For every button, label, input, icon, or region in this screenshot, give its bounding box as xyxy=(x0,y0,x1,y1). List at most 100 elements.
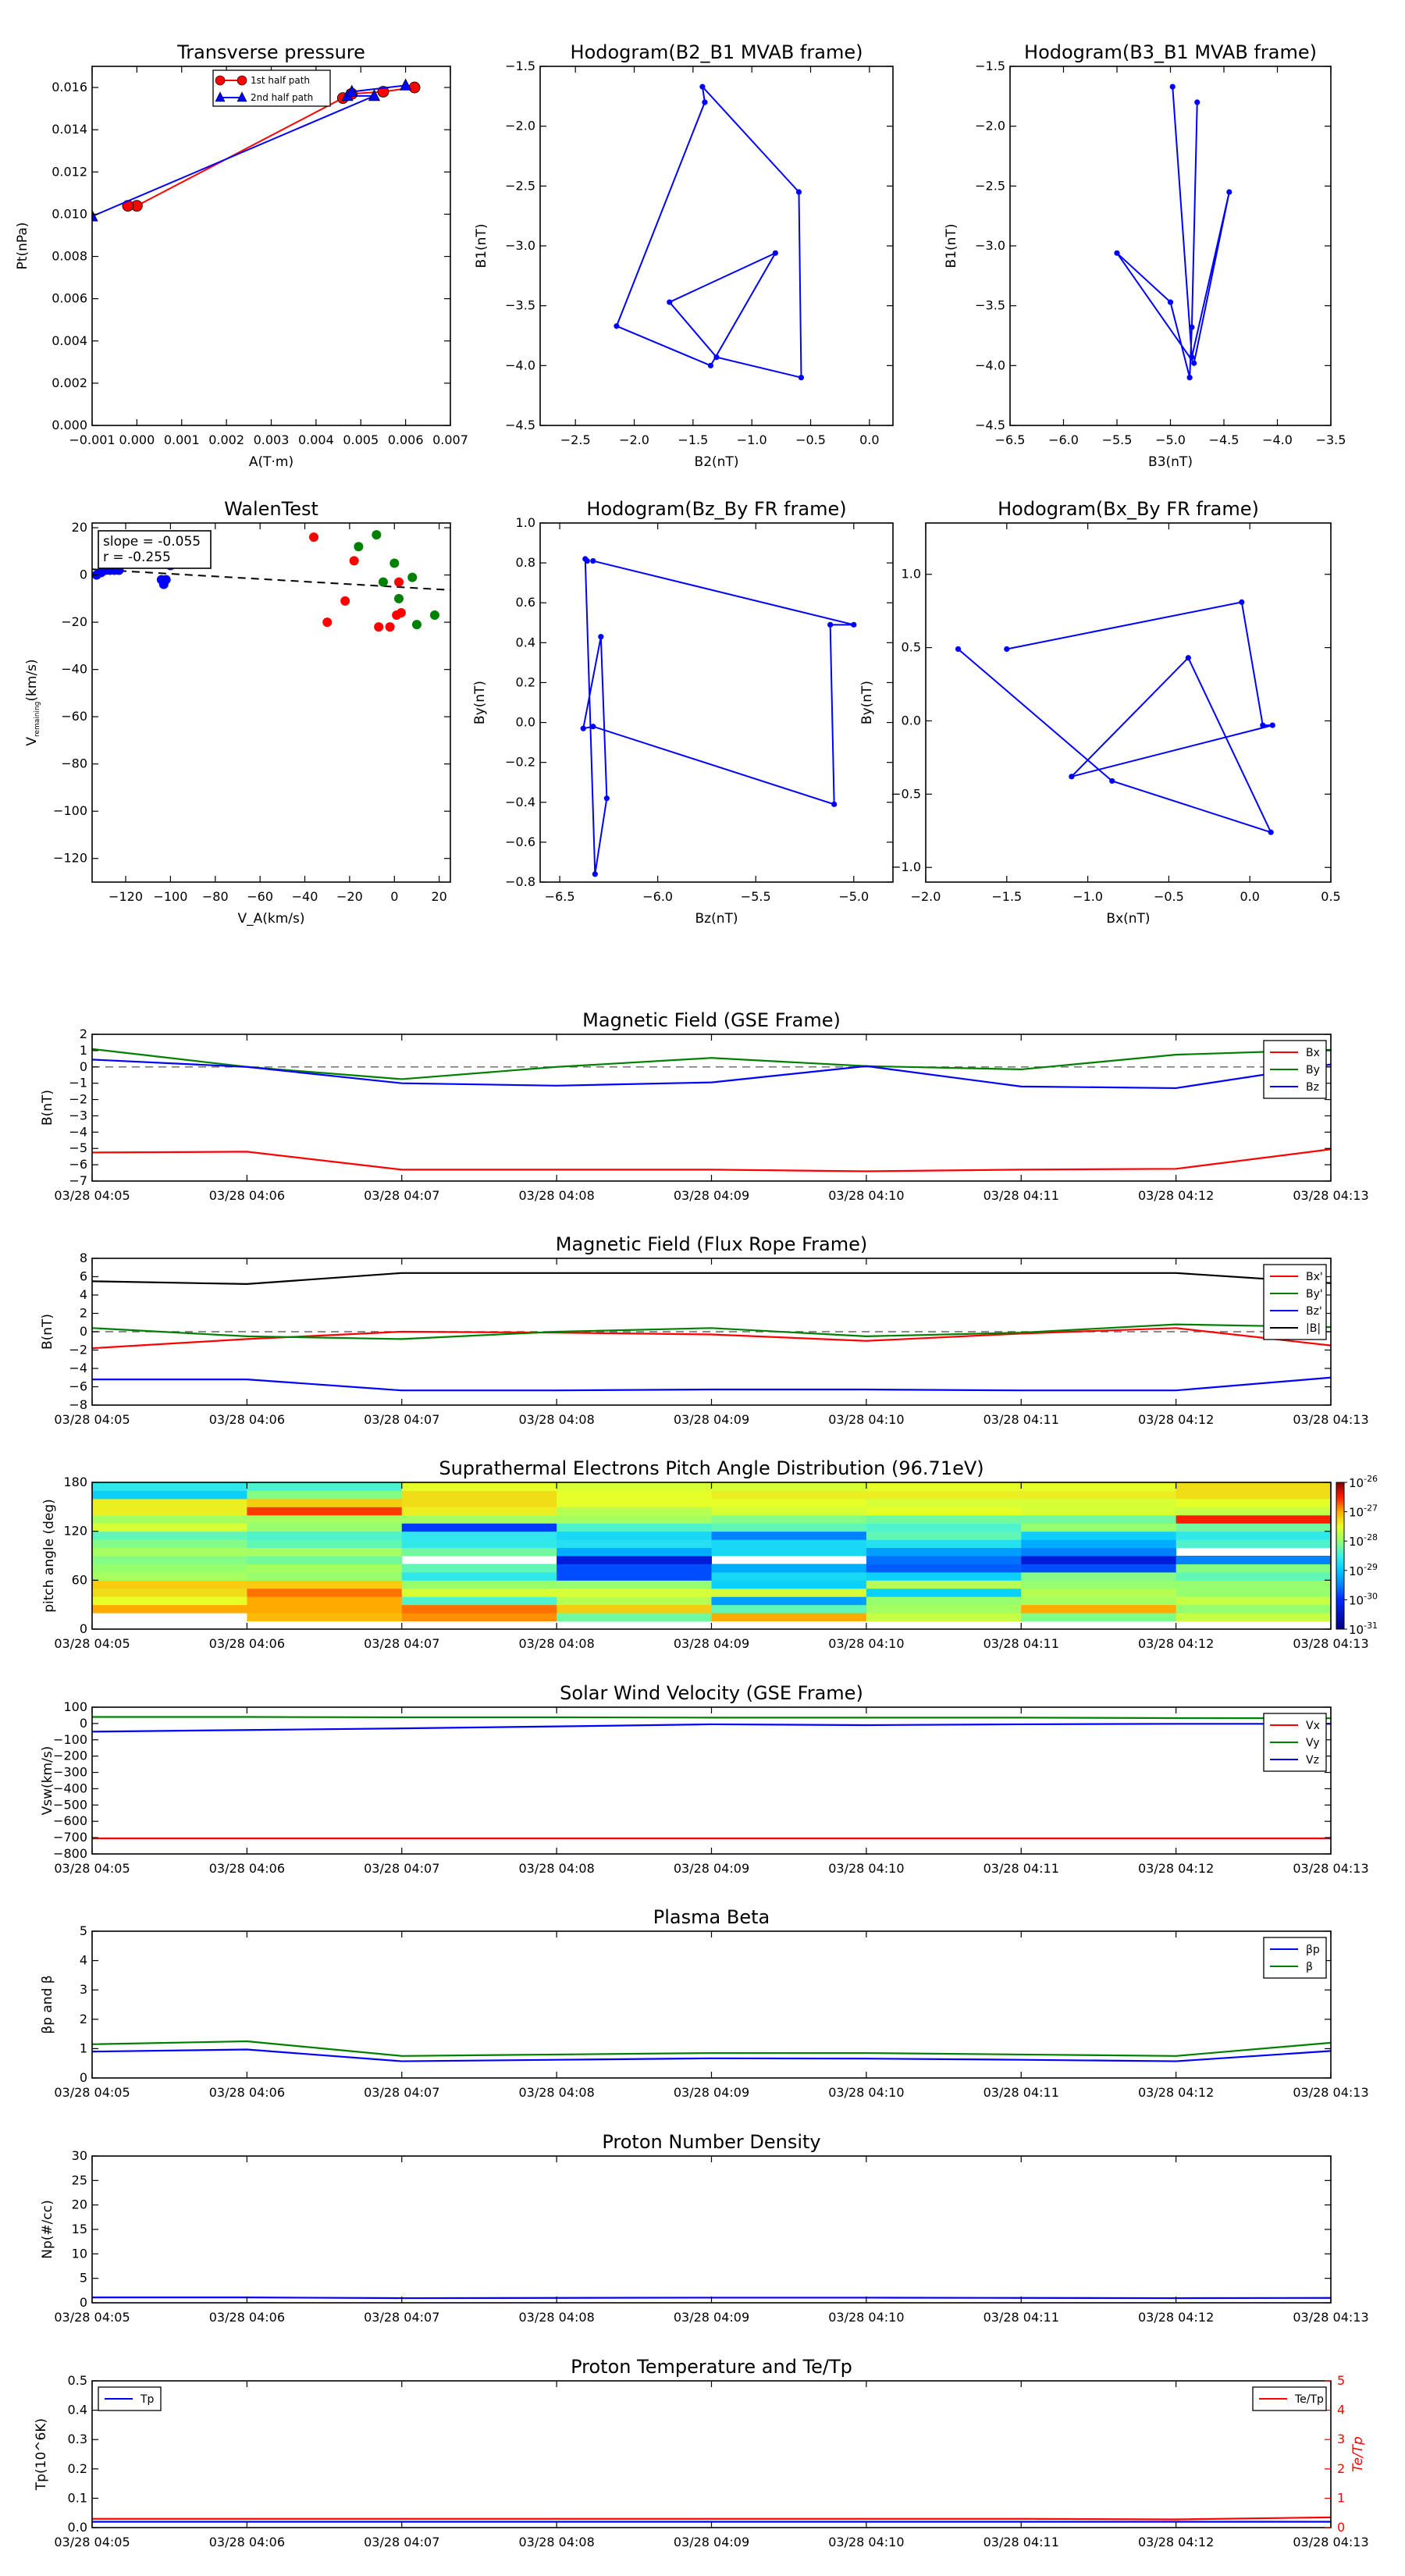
x-tick-label: 03/28 04:11 xyxy=(984,1188,1059,1203)
heatmap-cell xyxy=(401,1588,557,1597)
heatmap-cell xyxy=(247,1523,403,1532)
data-point xyxy=(1191,360,1197,366)
x-tick-label: 03/28 04:06 xyxy=(209,1412,285,1427)
heatmap-cell xyxy=(1176,1507,1332,1516)
heatmap-cell xyxy=(247,1556,403,1564)
y-tick-label: −4.0 xyxy=(505,358,535,372)
legend-label: βp xyxy=(1306,1944,1320,1956)
x-tick-label: 03/28 04:08 xyxy=(518,1412,594,1427)
heatmap-cell xyxy=(866,1564,1022,1573)
data-point xyxy=(1004,646,1010,653)
data-point xyxy=(92,209,98,222)
heatmap-cell xyxy=(711,1523,867,1532)
heatmap-cell xyxy=(711,1596,867,1606)
legend-label: Vx xyxy=(1306,1720,1320,1732)
heatmap-cell xyxy=(401,1507,557,1516)
data-point xyxy=(1169,84,1176,90)
heatmap-cell xyxy=(1176,1531,1332,1540)
chart-6: 03/28 04:05 03/28 04:06 03/28 04:07 03/28 0… xyxy=(40,1009,1369,1203)
y-tick-label: 0.8 xyxy=(516,555,535,570)
x-tick-label: 03/28 04:07 xyxy=(364,1636,439,1651)
chart-1: −2.5 −2.0 −1.5 −1.0 −0.5 0.0 −4.5 −4.0 −3.5 −3.0 −… xyxy=(474,41,894,470)
data-point xyxy=(394,593,404,603)
chart-title: Magnetic Field (GSE Frame) xyxy=(582,1009,841,1031)
x-tick-label: 03/28 04:06 xyxy=(209,2310,285,2325)
heatmap-cell xyxy=(401,1604,557,1614)
data-point xyxy=(1269,722,1275,728)
chart-title: Hodogram(Bz_By FR frame) xyxy=(586,498,846,520)
heatmap-cell xyxy=(92,1523,247,1532)
colorbar-label: 10-28 xyxy=(1349,1532,1378,1549)
y-tick-label: −100 xyxy=(53,803,87,818)
x-tick-label: 03/28 04:11 xyxy=(984,2310,1059,2325)
heatmap-cell xyxy=(1021,1490,1177,1500)
x-tick-label: 0.006 xyxy=(388,432,424,447)
x-tick-label: 0.002 xyxy=(208,432,244,447)
chart-7: 03/28 04:05 03/28 04:06 03/28 04:07 03/28 0… xyxy=(40,1233,1369,1427)
x-tick-label: 03/28 04:08 xyxy=(518,1188,594,1203)
data-point xyxy=(408,81,421,94)
x-tick-label: 03/28 04:10 xyxy=(828,1861,904,1876)
heatmap-cell xyxy=(401,1523,557,1532)
colorbar-label-base: 10 xyxy=(1349,1564,1364,1578)
x-axis-label: B2(nT) xyxy=(695,454,739,470)
data-point xyxy=(394,577,404,587)
heatmap-cell xyxy=(92,1547,247,1557)
x-tick-label: 03/28 04:06 xyxy=(209,1636,285,1651)
y-tick-label: −3.0 xyxy=(505,238,535,253)
data-point xyxy=(1109,777,1115,785)
heatmap-cell xyxy=(92,1556,247,1564)
x-tick-label: 20 xyxy=(431,889,446,904)
data-point xyxy=(1226,189,1232,195)
legend-marker xyxy=(237,91,247,102)
y-tick-label: −3 xyxy=(69,1108,87,1123)
heatmap-cell xyxy=(557,1482,712,1491)
y-tick-label: −2 xyxy=(69,1343,87,1357)
x-tick-label: 03/28 04:10 xyxy=(828,2535,904,2549)
y-tick-label: 25 xyxy=(72,2172,87,2187)
heatmap-cell xyxy=(92,1604,247,1614)
heatmap-cell xyxy=(1021,1556,1177,1564)
y-tick-label: 1.0 xyxy=(516,515,535,530)
series-line xyxy=(91,1272,1332,1286)
heatmap-cell xyxy=(1021,1523,1177,1532)
x-axis-label: V_A(km/s) xyxy=(237,911,304,927)
y-tick-label: −700 xyxy=(53,1830,87,1845)
y-tick-label: 0.0 xyxy=(516,715,535,730)
annotation-box xyxy=(98,530,212,569)
x-tick-label: 03/28 04:13 xyxy=(1293,1412,1368,1427)
series-line xyxy=(91,1723,1331,1733)
heatmap-cell xyxy=(247,1539,403,1549)
y-tick-label: 0.002 xyxy=(52,375,87,390)
colorbar-label-base: 10 xyxy=(1349,1506,1364,1520)
legend-label: Tp xyxy=(140,2393,155,2406)
heatmap-cell xyxy=(401,1613,557,1622)
heatmap-cell xyxy=(247,1547,403,1557)
y-tick-label: −120 xyxy=(53,851,87,866)
x-tick-label: 03/28 04:07 xyxy=(364,2535,439,2549)
y-axis-label: Np(#/cc) xyxy=(40,2200,55,2258)
x-tick-label: 03/28 04:05 xyxy=(54,1412,130,1427)
data-point xyxy=(582,556,589,562)
y-tick-label: 3 xyxy=(80,1982,87,1997)
heatmap-cell xyxy=(1021,1588,1177,1597)
x-tick-label: −1.5 xyxy=(678,432,708,447)
x-tick-label: 03/28 04:09 xyxy=(674,2085,749,2100)
y-axis-label: Vremaining(km/s) xyxy=(24,659,41,745)
y-axis-label-part: V xyxy=(24,737,40,746)
y-tick-label: −0.2 xyxy=(505,755,535,770)
series-line xyxy=(92,1376,1332,1392)
y-axis-label: Tp(10^6K) xyxy=(34,2418,49,2491)
y-tick-label: −0.8 xyxy=(505,874,535,889)
chart-title: Hodogram(Bx_By FR frame) xyxy=(998,498,1259,520)
heatmap-cell xyxy=(1021,1613,1177,1622)
data-point xyxy=(396,608,406,617)
x-tick-label: 03/28 04:06 xyxy=(209,1861,285,1876)
heatmap-cell xyxy=(711,1604,867,1614)
y-axis-label-part: (km/s) xyxy=(24,659,40,701)
y-tick-label: −2.0 xyxy=(505,119,535,133)
legend-label: β xyxy=(1306,1961,1313,1973)
y-tick-label: −400 xyxy=(53,1781,87,1795)
y-tick-label: 0 xyxy=(80,2070,87,2085)
x-tick-label: 03/28 04:08 xyxy=(518,2310,594,2325)
